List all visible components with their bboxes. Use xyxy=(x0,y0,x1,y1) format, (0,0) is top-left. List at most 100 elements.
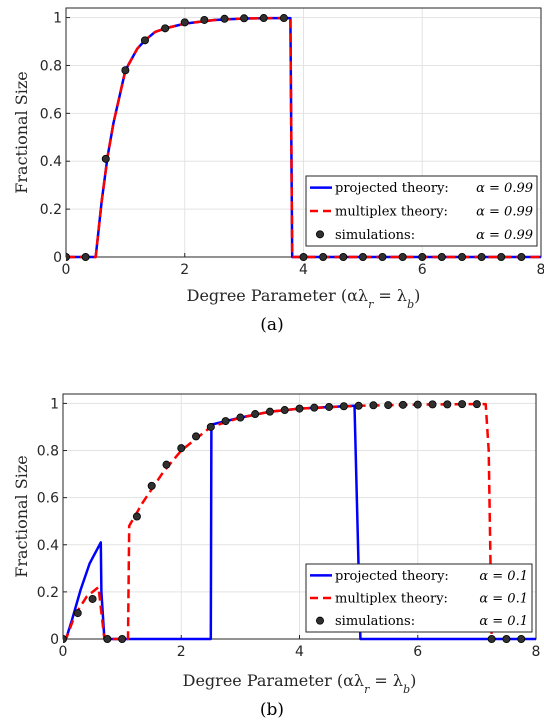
simulation-marker xyxy=(259,14,268,23)
y-tick-label: 0 xyxy=(53,250,62,266)
legend-entry-name: projected theory: xyxy=(335,181,449,196)
y-axis-label: Fractional Size xyxy=(12,455,31,577)
chart-panel-a: 0 2 4 6 8 0 0.2 0.4 0.6 0.8 1 Fractional Size Degree… xyxy=(12,7,544,335)
panel-caption: (a) xyxy=(260,315,283,335)
simulation-marker xyxy=(73,609,82,618)
simulation-marker xyxy=(180,18,189,27)
simulation-marker xyxy=(384,401,393,410)
y-tick-label: 0.2 xyxy=(37,585,59,601)
simulation-marker xyxy=(200,15,209,24)
legend-marker-icon xyxy=(315,616,324,625)
legend-entry-alpha: α = 0.99 xyxy=(476,181,533,196)
simulation-marker xyxy=(458,252,467,261)
simulation-marker xyxy=(63,635,67,643)
simulation-marker xyxy=(140,36,149,45)
simulation-marker xyxy=(177,444,186,453)
simulation-marker xyxy=(280,406,289,415)
simulation-marker xyxy=(121,66,130,75)
simulation-marker xyxy=(88,594,97,603)
y-tick-label: 0.6 xyxy=(37,491,59,507)
simulation-marker xyxy=(443,400,452,409)
simulation-marker xyxy=(310,403,319,412)
simulation-marker xyxy=(66,253,70,261)
simulation-marker xyxy=(339,252,348,261)
legend-entry-name: multiplex theory: xyxy=(335,592,448,607)
simulation-marker xyxy=(118,635,127,643)
legend-entry-name: simulations: xyxy=(335,228,415,243)
simulation-marker xyxy=(265,407,274,416)
simulation-marker xyxy=(502,635,511,643)
simulation-marker xyxy=(162,460,171,469)
legend-entry-alpha: α = 0.99 xyxy=(476,205,533,220)
x-tick-label: 6 xyxy=(413,644,422,660)
y-tick-label: 0.4 xyxy=(40,154,62,170)
simulation-marker xyxy=(398,252,407,261)
simulation-marker xyxy=(517,252,526,261)
simulation-marker xyxy=(161,24,170,33)
simulation-marker xyxy=(517,635,526,643)
simulation-marker xyxy=(369,401,378,410)
x-tick-label: 8 xyxy=(532,644,541,660)
simulation-marker xyxy=(398,400,407,409)
simulation-marker xyxy=(358,252,367,261)
x-tick-label: 2 xyxy=(177,644,186,660)
legend-box xyxy=(305,563,533,633)
y-tick-label: 0.4 xyxy=(37,538,59,554)
legend-entry-name: multiplex theory: xyxy=(335,205,448,220)
y-tick-label: 0.2 xyxy=(40,202,62,218)
simulation-marker xyxy=(437,252,446,261)
simulation-marker xyxy=(279,14,288,23)
simulation-marker xyxy=(103,635,112,643)
simulation-marker xyxy=(472,400,481,409)
panel-caption: (b) xyxy=(260,700,284,720)
x-tick-label: 6 xyxy=(418,262,427,278)
x-tick-label: 0 xyxy=(62,262,71,278)
simulation-marker xyxy=(487,635,496,643)
simulation-marker xyxy=(477,252,486,261)
simulation-marker xyxy=(299,252,308,261)
simulation-marker xyxy=(221,417,230,426)
x-axis-label: Degree Parameter (αλr = λb) xyxy=(183,671,417,696)
legend-entry-alpha: α = 0.1 xyxy=(479,592,528,607)
simulation-marker xyxy=(251,410,260,419)
x-tick-label: 8 xyxy=(537,262,544,278)
legend-entry-alpha: α = 0.1 xyxy=(479,569,528,584)
simulation-marker xyxy=(101,154,110,163)
simulation-marker xyxy=(413,400,422,409)
simulation-marker xyxy=(418,252,427,261)
simulation-marker xyxy=(240,14,249,23)
simulation-marker xyxy=(458,400,467,409)
simulation-marker xyxy=(206,422,215,431)
simulation-marker xyxy=(192,432,201,441)
y-axis-label: Fractional Size xyxy=(12,71,31,193)
simulation-marker xyxy=(220,14,229,23)
simulation-marker xyxy=(81,252,90,261)
legend-entry-alpha: α = 0.99 xyxy=(476,228,533,243)
x-tick-label: 4 xyxy=(299,262,308,278)
data-layer xyxy=(66,14,541,261)
y-tick-label: 0.8 xyxy=(37,444,59,460)
simulation-marker xyxy=(339,402,348,411)
data-layer xyxy=(63,400,536,643)
simulation-marker xyxy=(236,413,245,422)
x-tick-label: 0 xyxy=(59,644,68,660)
y-tick-label: 1 xyxy=(50,396,59,412)
y-tick-label: 0 xyxy=(50,632,59,648)
x-tick-label: 4 xyxy=(295,644,304,660)
y-tick-label: 0.8 xyxy=(40,58,62,74)
legend: projected theory: α = 0.1 multiplex theory… xyxy=(305,563,533,633)
simulation-marker xyxy=(132,512,141,521)
chart-panel-b: 0 2 4 6 8 0 0.2 0.4 0.6 0.8 1 Fractional Size Degree… xyxy=(12,393,541,720)
simulation-marker xyxy=(325,402,334,411)
legend-entry-name: projected theory: xyxy=(335,569,449,584)
simulation-marker xyxy=(497,252,506,261)
legend-box xyxy=(305,175,538,247)
simulation-marker xyxy=(428,400,437,409)
legend-entry-alpha: α = 0.1 xyxy=(479,614,528,629)
simulation-marker xyxy=(295,404,304,413)
legend-marker-icon xyxy=(315,230,324,239)
simulation-marker xyxy=(319,252,328,261)
multiplex-theory-line xyxy=(66,16,541,259)
simulation-marker xyxy=(147,481,156,490)
